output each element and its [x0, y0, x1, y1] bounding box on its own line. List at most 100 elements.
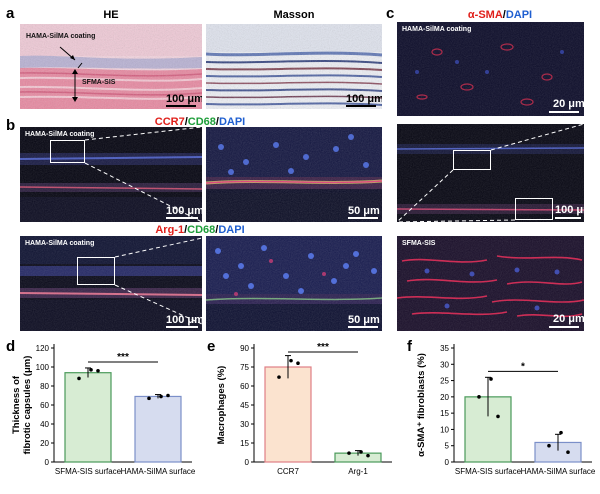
x-tick-label: SFMA-SIS surface	[455, 467, 522, 476]
b-row1-right-scale-bar	[348, 217, 378, 219]
b-row2-right-scale-bar	[348, 326, 378, 328]
chart-d: Thickness offibrotic capsules (μm) 0 20 40 6…	[11, 344, 196, 476]
y-axis-label: α-SMA⁺ fibroblasts (%)	[416, 353, 427, 457]
data-point	[96, 369, 100, 373]
y-tick-label: 0	[245, 458, 250, 467]
he-coating-label: HAMA-SilMA coating	[26, 33, 96, 40]
b-title-sep: /	[184, 224, 188, 236]
data-point	[147, 396, 151, 401]
y-tick-label: 120	[36, 344, 50, 353]
c-top-scale-bar	[549, 111, 579, 113]
y-tick-label: 45	[240, 401, 249, 410]
y-tick-label: 5	[445, 442, 450, 451]
b-title-dapi: DAPI	[218, 224, 245, 236]
y-tick-label: 20	[40, 439, 49, 448]
chart-e: Macrophages (%) 0 15 30 45 60 75 90 CCR7 Arg-1 ***	[216, 342, 392, 476]
bar	[64, 372, 112, 463]
b-title-1: CCR7/CD68/DAPI	[130, 116, 270, 128]
c-title: α-SMA/DAPI	[440, 9, 560, 21]
y-tick-label: 0	[445, 458, 450, 467]
c-sfma-sis-label: SFMA-SIS	[402, 240, 436, 247]
data-point	[296, 361, 300, 365]
he-scale-label: 100 μm	[166, 93, 202, 105]
data-point	[77, 376, 81, 381]
arg1-zoom-image: 50 μm	[206, 236, 382, 331]
x-tick-label: CCR7	[277, 467, 299, 476]
y-tick-label: 15	[240, 439, 249, 448]
masson-header: Masson	[273, 9, 315, 21]
b-title-cd68: CD68	[187, 224, 216, 236]
y-tick-label: 0	[45, 458, 50, 467]
b-title-2: Arg-1/CD68/DAPI	[130, 224, 270, 236]
data-point	[366, 453, 370, 458]
y-tick-label: 15	[440, 409, 449, 418]
x-tick-label: Arg-1	[348, 467, 368, 476]
data-point	[289, 358, 293, 363]
zoom-box	[77, 257, 115, 285]
panel-label-a: a	[6, 5, 15, 22]
c-bottom-scale-bar	[549, 326, 579, 328]
data-point	[566, 450, 570, 455]
zoom-box-upper	[453, 150, 491, 170]
x-tick-label: HAMA-SilMA surface	[121, 467, 196, 476]
data-point	[489, 377, 493, 381]
bar	[264, 366, 312, 463]
sma-overview-image: 100 μm	[397, 124, 584, 222]
b-row2-left-scale-label: 100 μm	[166, 314, 202, 326]
y-tick-label: 90	[240, 344, 249, 353]
chart-f: α-SMA⁺ fibroblasts (%) 0 5 10 15 20 25 30 35 SFMA…	[416, 344, 596, 476]
arg1-overview-image: HAMA-SilMA coating 100 μm	[20, 236, 202, 331]
data-point	[496, 414, 500, 419]
ccr7-zoom-image: 50 μm	[206, 127, 382, 222]
b-title-sep: /	[215, 116, 219, 128]
data-point	[547, 443, 551, 448]
data-point	[477, 395, 481, 399]
sma-sfma-sis-image: SFMA-SIS 20 μm	[397, 236, 584, 331]
he-scale-bar	[166, 105, 196, 107]
y-axis-label-line: fibrotic capsules (μm)	[22, 356, 33, 455]
ccr7-overview-image: HAMA-SilMA coating 100 μm	[20, 127, 202, 222]
data-point	[159, 394, 163, 399]
b-title-arg1: Arg-1	[155, 224, 185, 236]
zoom-box-lower	[515, 198, 553, 220]
data-point	[277, 375, 281, 379]
b-row1-coating-label: HAMA-SilMA coating	[25, 131, 95, 138]
zoom-box	[50, 140, 85, 163]
panel-label-e: e	[207, 338, 216, 355]
sma-coating-image: HAMA-SilMA coating 20 μm	[397, 22, 584, 116]
b-title-dapi: DAPI	[218, 116, 246, 128]
y-tick-label: 100	[36, 363, 50, 372]
y-tick-label: 60	[240, 382, 249, 391]
x-tick-label: SFMA-SIS surface	[55, 467, 122, 476]
panel-label-f: f	[407, 338, 412, 355]
he-sfma-sis-label: SFMA-SIS	[82, 79, 116, 86]
data-point	[347, 451, 351, 455]
masson-scale-bar	[346, 105, 376, 107]
zoom-guide-lines	[84, 127, 202, 222]
c-title-sep: /	[502, 9, 506, 21]
b-row1-right-scale-label: 50 μm	[348, 205, 380, 217]
b-title-ccr7: CCR7	[154, 116, 185, 128]
data-point	[559, 430, 563, 435]
b-row1-left-scale-bar	[166, 217, 198, 219]
b-row2-coating-label: HAMA-SilMA coating	[25, 240, 95, 247]
y-axis-label-line: Thickness of	[11, 375, 22, 434]
masson-scale-label: 100 μm	[346, 93, 382, 105]
y-tick-label: 75	[240, 363, 249, 372]
y-tick-label: 40	[40, 420, 49, 429]
y-tick-label: 25	[440, 377, 449, 386]
x-tick-label: HAMA-SilMA surface	[521, 467, 596, 476]
c-title-sma: α-SMA	[467, 9, 503, 21]
y-tick-label: 35	[440, 344, 449, 353]
data-point	[166, 393, 170, 398]
y-tick-label: 20	[440, 393, 449, 402]
c-mid-scale-bar	[555, 217, 581, 219]
b-row2-left-scale-bar	[166, 326, 198, 328]
y-axis-label: Thickness offibrotic capsules (μm)	[11, 356, 33, 455]
masson-image: 100 μm	[206, 24, 382, 109]
y-tick-label: 80	[40, 382, 49, 391]
panel-label-b: b	[6, 117, 16, 134]
c-title-dapi: DAPI	[505, 9, 533, 21]
y-tick-label: 30	[240, 420, 249, 429]
b-title-sep: /	[215, 224, 219, 236]
